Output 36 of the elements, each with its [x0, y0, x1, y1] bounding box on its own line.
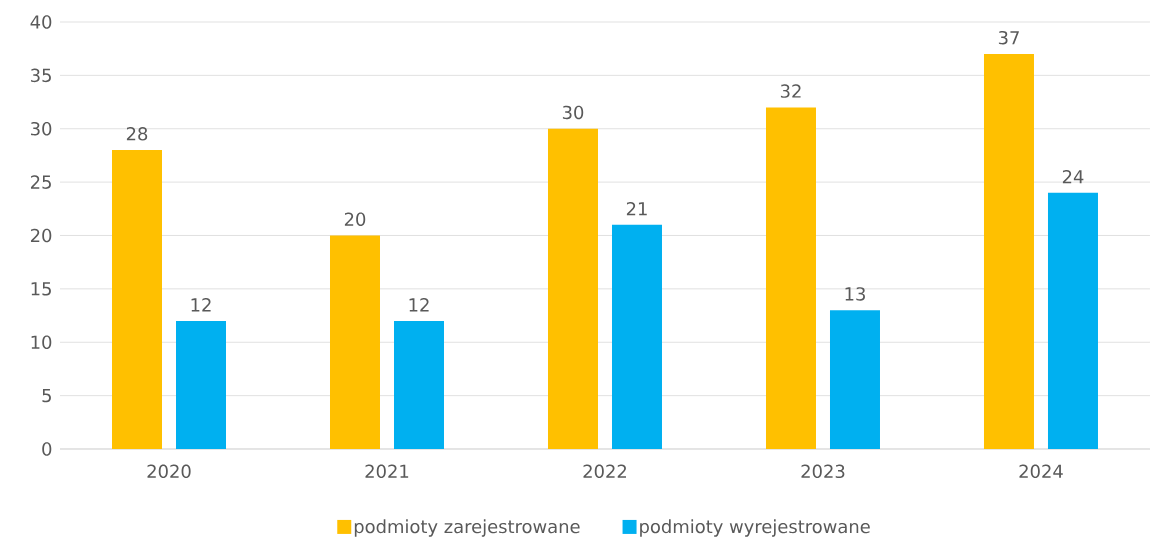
- y-tick-label: 0: [42, 442, 52, 456]
- data-label: 30: [562, 105, 584, 120]
- y-tick-label: 40: [30, 15, 52, 29]
- y-tick-label: 35: [31, 68, 51, 83]
- data-label: 13: [845, 287, 865, 301]
- bar: [983, 54, 1034, 449]
- y-tick-label: 5: [42, 388, 51, 403]
- x-tick-label: 2023: [801, 464, 845, 479]
- bar: [112, 150, 162, 449]
- data-label: 24: [1062, 169, 1084, 184]
- bar: [829, 310, 880, 449]
- x-tick-label: 2024: [1019, 464, 1063, 479]
- y-tick-label: 15: [31, 282, 51, 296]
- y-tick-label: 10: [31, 335, 52, 350]
- bar: [547, 128, 598, 449]
- x-tick-label: 2022: [583, 464, 626, 479]
- data-label: 21: [626, 201, 647, 216]
- y-tick-label: 30: [31, 121, 52, 136]
- y-tick-label: 20: [30, 228, 52, 243]
- x-tick-label: 2021: [365, 464, 409, 479]
- bar: [394, 320, 444, 449]
- data-label: 37: [998, 30, 1019, 45]
- data-label: 12: [191, 298, 211, 312]
- bar: [329, 235, 380, 449]
- legend-label: podmioty zarejestrowane: [354, 519, 580, 537]
- data-label: 20: [344, 212, 366, 226]
- data-label: 32: [780, 84, 801, 98]
- bar: [765, 107, 816, 449]
- bar: [611, 224, 662, 449]
- x-tick-label: 2020: [147, 464, 191, 479]
- y-tick-label: 25: [30, 175, 51, 189]
- bar: [176, 320, 226, 449]
- legend-label: podmioty wyrejestrowane: [640, 519, 870, 537]
- data-label: 12: [409, 298, 429, 312]
- bar: [1047, 192, 1098, 449]
- data-label: 28: [126, 127, 148, 141]
